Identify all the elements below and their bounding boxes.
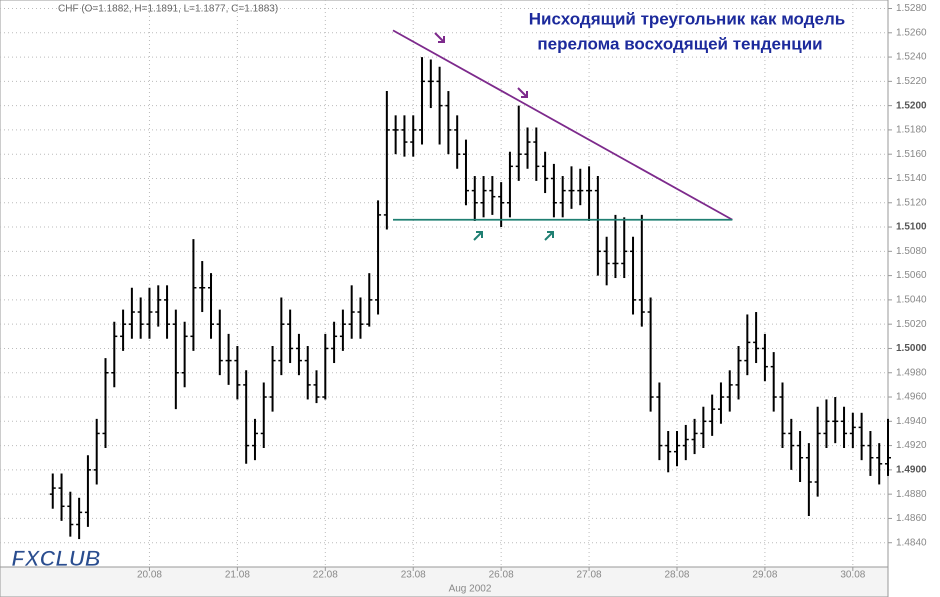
x-tick-label: 28.08 — [664, 570, 689, 581]
y-tick-label: 1.5220 — [896, 76, 927, 87]
y-tick-label: 1.5200 — [896, 100, 927, 111]
y-tick-label: 1.4880 — [896, 489, 927, 500]
y-tick-label: 1.5020 — [896, 319, 927, 330]
title: Нисходящий треугольник как модель — [529, 9, 845, 28]
y-tick-label: 1.4900 — [896, 465, 927, 476]
x-tick-label: 23.08 — [401, 570, 426, 581]
y-tick-label: 1.5160 — [896, 149, 927, 160]
y-tick-label: 1.4960 — [896, 392, 927, 403]
x-tick-label: 29.08 — [752, 570, 777, 581]
trend-line — [392, 29, 733, 221]
title: перелома восходящей тенденции — [537, 34, 822, 53]
plot-area — [0, 0, 889, 568]
y-tick-label: 1.5180 — [896, 125, 927, 136]
y-tick-label: 1.5140 — [896, 173, 927, 184]
y-tick-label: 1.4860 — [896, 513, 927, 524]
x-axis-band — [0, 566, 889, 597]
y-tick-label: 1.5120 — [896, 197, 927, 208]
x-tick-label: 22.08 — [313, 570, 338, 581]
x-tick-label: 20.08 — [137, 570, 162, 581]
x-tick-label: 30.08 — [840, 570, 865, 581]
x-tick-label: 21.08 — [225, 570, 250, 581]
y-tick-label: 1.4980 — [896, 367, 927, 378]
y-tick-label: 1.5060 — [896, 270, 927, 281]
y-tick-label: 1.5260 — [896, 27, 927, 38]
y-tick-label: 1.4940 — [896, 416, 927, 427]
y-tick-label: 1.5000 — [896, 343, 927, 354]
y-tick-label: 1.4920 — [896, 440, 927, 451]
x-axis-label: Aug 2002 — [449, 584, 492, 595]
y-tick-label: 1.5100 — [896, 222, 927, 233]
logo: FXCLUB — [11, 546, 100, 571]
y-tick-label: 1.5240 — [896, 52, 927, 63]
arrows — [434, 32, 554, 241]
y-tick-label: 1.4840 — [896, 537, 927, 548]
y-tick-label: 1.5280 — [896, 3, 927, 14]
header: CHF (O=1.1882, H=1.1891, L=1.1877, C=1.1… — [58, 4, 278, 15]
x-tick-label: 27.08 — [577, 570, 602, 581]
y-tick-label: 1.5040 — [896, 295, 927, 306]
y-tick-label: 1.5080 — [896, 246, 927, 257]
x-tick-label: 26.08 — [489, 570, 514, 581]
